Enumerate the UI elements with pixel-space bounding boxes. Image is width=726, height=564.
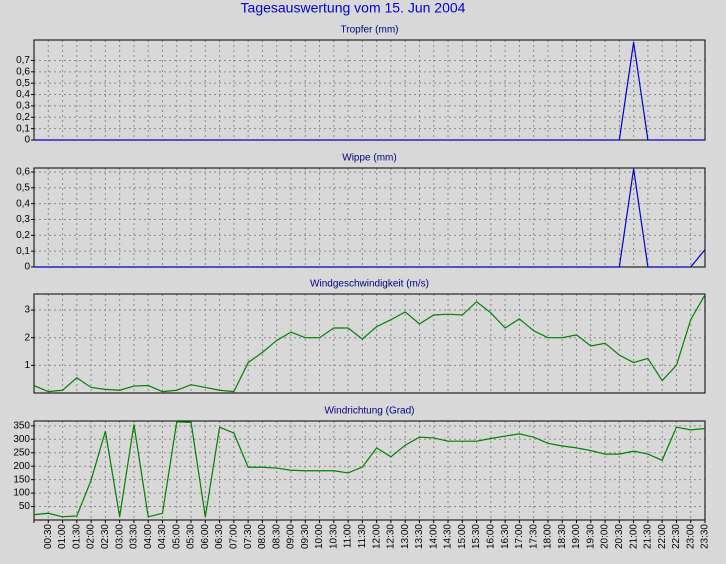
x-tick-label: 18:00 <box>543 524 554 549</box>
x-tick-label: 23:30 <box>700 524 711 549</box>
x-tick-label: 22:30 <box>671 524 682 549</box>
x-tick-label: 00:30 <box>43 524 54 549</box>
x-tick-label: 13:30 <box>414 524 425 549</box>
y-tick-label: 0,6 <box>16 66 30 77</box>
data-line <box>33 421 706 518</box>
plot-frame <box>33 167 706 268</box>
y-tick-label: 3 <box>24 305 30 316</box>
y-tick-label: 0,4 <box>16 89 30 100</box>
data-line <box>34 42 705 141</box>
plot-frame <box>33 293 706 394</box>
y-tick-label: 0,1 <box>16 246 30 257</box>
panel-title: Tropfer (mm) <box>341 25 399 36</box>
y-tick-label: 150 <box>13 474 30 485</box>
x-tick-label: 16:00 <box>485 524 496 549</box>
x-tick-label: 02:00 <box>86 524 97 549</box>
y-tick-label: 300 <box>13 434 30 445</box>
y-tick-label: 1 <box>24 360 30 371</box>
y-tick-label: 2 <box>24 332 30 343</box>
x-tick-label: 06:30 <box>214 524 225 549</box>
y-tick-label: 0,5 <box>16 78 30 89</box>
y-tick-label: 0,4 <box>16 198 30 209</box>
x-tick-label: 15:00 <box>457 524 468 549</box>
y-tick-label: 200 <box>13 461 30 472</box>
x-tick-label: 16:30 <box>500 524 511 549</box>
data-line <box>33 294 706 393</box>
y-tick-label: 100 <box>13 488 30 499</box>
x-tick-label: 20:00 <box>600 524 611 549</box>
x-tick-label: 11:30 <box>357 524 368 549</box>
x-tick-label: 06:00 <box>200 524 211 549</box>
y-tick-label: 50 <box>19 501 31 512</box>
y-tick-label: 350 <box>13 420 30 431</box>
panel-title: Wippe (mm) <box>342 153 396 164</box>
y-tick-label: 0,2 <box>16 230 30 241</box>
x-tick-label: 01:00 <box>57 524 68 549</box>
x-tick-label: 09:30 <box>300 524 311 549</box>
x-tick-label: 19:00 <box>571 524 582 549</box>
x-tick-label: 13:00 <box>400 524 411 549</box>
x-tick-label: 17:30 <box>528 524 539 549</box>
x-tick-label: 09:00 <box>286 524 297 549</box>
x-tick-label: 20:30 <box>614 524 625 549</box>
x-tick-label: 18:30 <box>557 524 568 549</box>
x-tick-label: 10:30 <box>328 524 339 549</box>
x-tick-label: 22:00 <box>657 524 668 549</box>
y-tick-label: 250 <box>13 447 30 458</box>
data-line <box>34 168 706 268</box>
x-tick-label: 10:00 <box>314 524 325 549</box>
x-tick-label: 23:00 <box>685 524 696 549</box>
y-tick-label: 0,3 <box>16 214 30 225</box>
y-tick-label: 0 <box>24 135 30 146</box>
x-tick-label: 04:00 <box>143 524 154 549</box>
x-tick-label: 15:30 <box>471 524 482 549</box>
x-tick-label: 07:30 <box>243 524 254 549</box>
x-tick-label: 03:00 <box>114 524 125 549</box>
page-title: Tagesauswertung vom 15. Jun 2004 <box>241 0 466 16</box>
y-tick-label: 0,6 <box>16 167 30 178</box>
y-tick-label: 0,1 <box>16 123 30 134</box>
x-tick-label: 14:00 <box>428 524 439 549</box>
y-tick-label: 0,2 <box>16 112 30 123</box>
x-tick-label: 11:00 <box>343 524 354 549</box>
y-tick-label: 0,5 <box>16 182 30 193</box>
x-tick-label: 12:30 <box>386 524 397 549</box>
x-tick-label: 04:30 <box>157 524 168 549</box>
x-tick-label: 21:00 <box>628 524 639 549</box>
x-tick-label: 19:30 <box>585 524 596 549</box>
x-tick-label: 02:30 <box>100 524 111 549</box>
plot-frame <box>33 39 706 141</box>
y-tick-label: 0 <box>24 262 30 273</box>
x-tick-label: 17:00 <box>514 524 525 549</box>
plot-frame <box>33 420 706 521</box>
x-tick-label: 08:30 <box>271 524 282 549</box>
x-tick-label: 05:00 <box>171 524 182 549</box>
y-tick-label: 0,7 <box>16 55 30 66</box>
y-tick-label: 0,3 <box>16 101 30 112</box>
x-tick-label: 08:00 <box>257 524 268 549</box>
x-tick-label: 03:30 <box>129 524 140 549</box>
x-tick-label: 14:30 <box>443 524 454 549</box>
panel-title: Windrichtung (Grad) <box>324 406 414 417</box>
x-tick-label: 07:00 <box>229 524 240 549</box>
x-tick-label: 01:30 <box>71 524 82 549</box>
x-tick-label: 05:30 <box>186 524 197 549</box>
x-tick-label: 12:00 <box>371 524 382 549</box>
panel-title: Windgeschwindigkeit (m/s) <box>310 279 429 290</box>
x-tick-label: 21:30 <box>643 524 654 549</box>
